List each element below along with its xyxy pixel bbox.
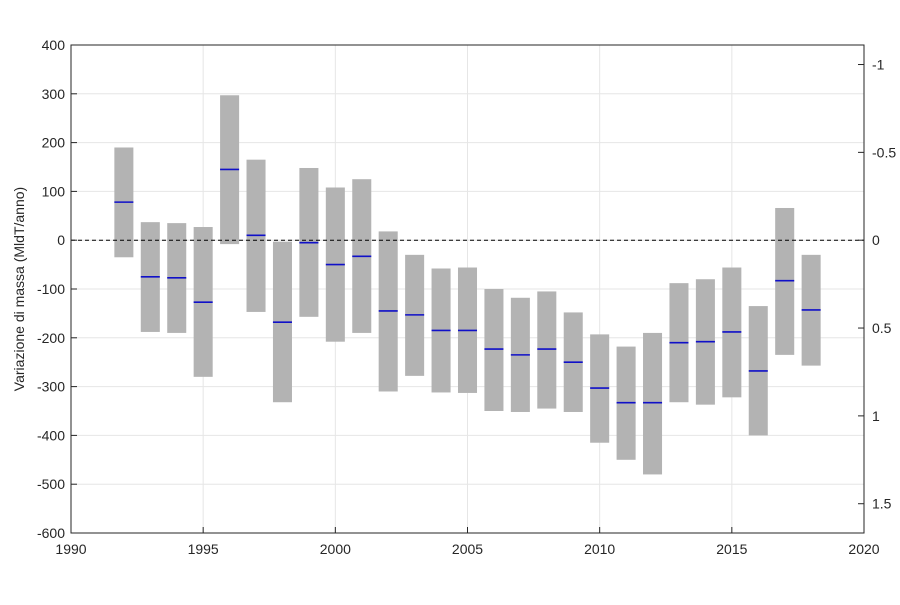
y-tick-label: -200: [37, 330, 65, 346]
x-axis-ticks: 1990 1995 2000 2005 2010 2015 2020: [55, 527, 880, 557]
y-tick-label: 400: [42, 37, 66, 53]
y-tick-label: 300: [42, 86, 66, 102]
range-bar: [537, 291, 557, 409]
right-axis-ticks: -1 -0.5 0 0.5 1 1.5: [858, 57, 896, 512]
y-tick-label: 0: [57, 232, 65, 248]
y-tick-label: -400: [37, 427, 65, 443]
y-tick-label: -100: [37, 281, 65, 297]
right-tick-label: 1.5: [872, 496, 892, 512]
right-tick-label: -1: [872, 57, 885, 73]
y-tick-label: -300: [37, 379, 65, 395]
y-axis-ticks: 400 300 200 100 0 -100 -200 -300 -400 -500 -600: [37, 37, 77, 541]
y-tick-label: 200: [42, 135, 66, 151]
y-tick-label: -600: [37, 525, 65, 541]
data-marks: [114, 95, 821, 475]
range-bar: [643, 332, 663, 475]
right-tick-label: 1: [872, 408, 880, 424]
y-axis-label: Variazione di massa (MldT/anno): [11, 187, 27, 391]
x-tick-label: 1990: [55, 541, 86, 557]
right-tick-label: 0.5: [872, 320, 892, 336]
x-tick-label: 2010: [584, 541, 615, 557]
right-tick-label: -0.5: [872, 144, 896, 160]
x-tick-label: 1995: [188, 541, 219, 557]
y-tick-label: 100: [42, 183, 66, 199]
y-tick-label: -500: [37, 476, 65, 492]
x-tick-label: 2015: [716, 541, 747, 557]
range-bar: [484, 289, 504, 411]
x-tick-label: 2000: [320, 541, 351, 557]
x-tick-label: 2005: [452, 541, 483, 557]
right-tick-label: 0: [872, 232, 880, 248]
x-tick-label: 2020: [848, 541, 879, 557]
